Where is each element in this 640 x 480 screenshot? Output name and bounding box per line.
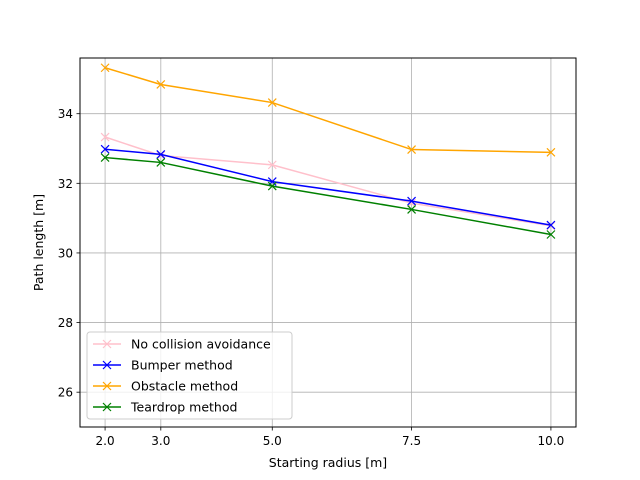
y-tick-label: 32 [58,177,73,191]
y-tick-label: 30 [58,246,73,260]
data-point [100,63,110,73]
x-tick-label: 10.0 [538,434,565,448]
data-point [407,145,417,154]
data-point-stroke [100,153,110,162]
data-point [546,147,556,157]
data-point-stroke [267,181,277,191]
data-point [156,158,166,167]
data-point-stroke [267,160,277,170]
legend-label: Bumper method [131,358,233,373]
data-point-stroke [546,230,556,239]
data-point [407,205,417,214]
data-point-stroke [156,150,166,159]
legend-marker-stroke [102,381,112,391]
legend-marker-stroke [102,339,112,349]
data-point [100,144,110,154]
data-point-stroke [156,80,166,89]
legend-label: No collision avoidance [131,337,271,352]
ticks: 2.0 3.0 5.0 7.5 10.0 26 28 30 32 34 [58,107,565,448]
series-obstacle-method [100,63,556,157]
legend-label: Obstacle method [131,379,238,394]
data-point-stroke [100,132,110,142]
x-tick-label: 2.0 [96,434,115,448]
series-teardrop-method [100,153,556,239]
y-tick-label: 28 [58,316,73,330]
data-point [156,150,166,159]
data-point [100,153,110,162]
series-layer [100,63,556,239]
legend-marker [102,381,112,391]
data-point [546,220,556,230]
data-point-stroke [156,151,166,160]
data-point [407,196,417,206]
data-point-stroke [100,63,110,73]
data-point-stroke [407,145,417,154]
data-point [267,160,277,170]
data-point-stroke [267,98,277,107]
legend-marker [102,339,112,349]
legend-box [86,331,293,420]
x-axis-label: Starting radius [m] [269,455,387,470]
plot-frame [79,57,577,428]
data-point-stroke [546,220,556,230]
legend-entry: Bumper method [93,358,233,373]
legend-marker-stroke [102,360,112,370]
data-point [546,230,556,239]
y-axis-label: Path length [m] [31,194,46,291]
data-point-stroke [407,196,417,206]
data-point-stroke [546,147,556,157]
x-tick-label: 3.0 [151,434,170,448]
data-point-stroke [156,158,166,167]
data-point-stroke [407,205,417,214]
y-tick-label: 34 [58,107,73,121]
legend-entry: Teardrop method [93,400,237,415]
data-point [267,181,277,191]
y-tick-label: 26 [58,386,73,400]
data-point-stroke [100,144,110,154]
x-tick-label: 7.5 [402,434,421,448]
legend-marker [102,360,112,370]
legend-entry: Obstacle method [93,379,238,394]
legend-marker-stroke [102,402,112,412]
data-point [267,98,277,107]
data-point [100,132,110,142]
data-point [156,151,166,160]
x-tick-label: 5.0 [263,434,282,448]
legend-entry: No collision avoidance [93,337,271,352]
grid [80,58,576,427]
legend: No collision avoidance Bumper method Obsta… [86,331,293,420]
legend-marker [102,402,112,412]
data-point-stroke [407,198,417,208]
legend-label: Teardrop method [130,400,237,415]
data-point [156,80,166,89]
